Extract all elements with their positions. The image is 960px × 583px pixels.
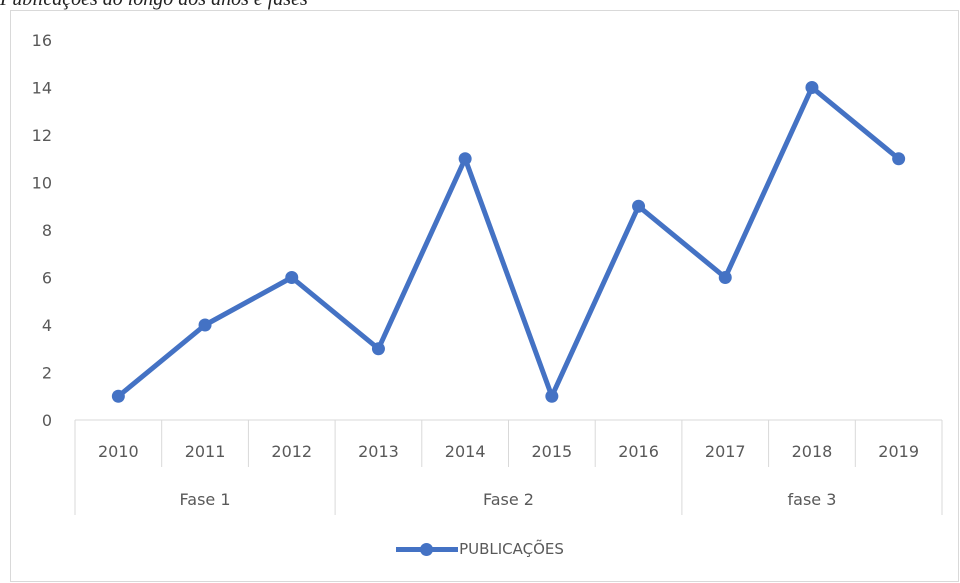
chart-area (10, 10, 959, 582)
group-label: fase 3 (788, 490, 837, 509)
figure-caption: Publicações ao longo dos anos e fases (0, 0, 308, 11)
y-tick-label: 0 (42, 411, 52, 430)
data-point (892, 152, 906, 166)
data-point (371, 342, 385, 356)
legend-line-marker (396, 542, 459, 556)
data-point (458, 152, 472, 166)
series-line (115, 85, 902, 399)
x-tick-label: 2011 (185, 442, 226, 461)
x-tick-label: 2019 (878, 442, 919, 461)
x-tick-label: 2017 (705, 442, 746, 461)
y-tick-label: 8 (42, 221, 52, 240)
y-tick-label: 16 (32, 31, 52, 50)
group-label: Fase 1 (180, 490, 231, 509)
group-label: Fase 2 (483, 490, 534, 509)
y-tick-label: 4 (42, 316, 52, 335)
legend: PUBLICAÇÕES (0, 537, 960, 561)
data-point (111, 389, 125, 403)
x-tick-label: 2015 (531, 442, 572, 461)
x-tick-label: 2013 (358, 442, 399, 461)
x-tick-label: 2012 (271, 442, 312, 461)
legend-label: PUBLICAÇÕES (459, 540, 564, 558)
data-point (198, 318, 212, 332)
y-tick-label: 12 (32, 126, 52, 145)
x-tick-label: 2010 (98, 442, 139, 461)
x-tick-label: 2014 (445, 442, 486, 461)
data-point (805, 81, 819, 94)
data-point (718, 271, 732, 284)
x-tick-label: 2016 (618, 442, 659, 461)
data-point (285, 271, 299, 284)
y-tick-label: 2 (42, 364, 52, 383)
data-point (545, 389, 559, 403)
data-point (632, 199, 646, 213)
y-tick-label: 6 (42, 269, 52, 288)
x-tick-label: 2018 (792, 442, 833, 461)
y-tick-label: 10 (32, 174, 52, 193)
y-tick-label: 14 (32, 79, 52, 98)
